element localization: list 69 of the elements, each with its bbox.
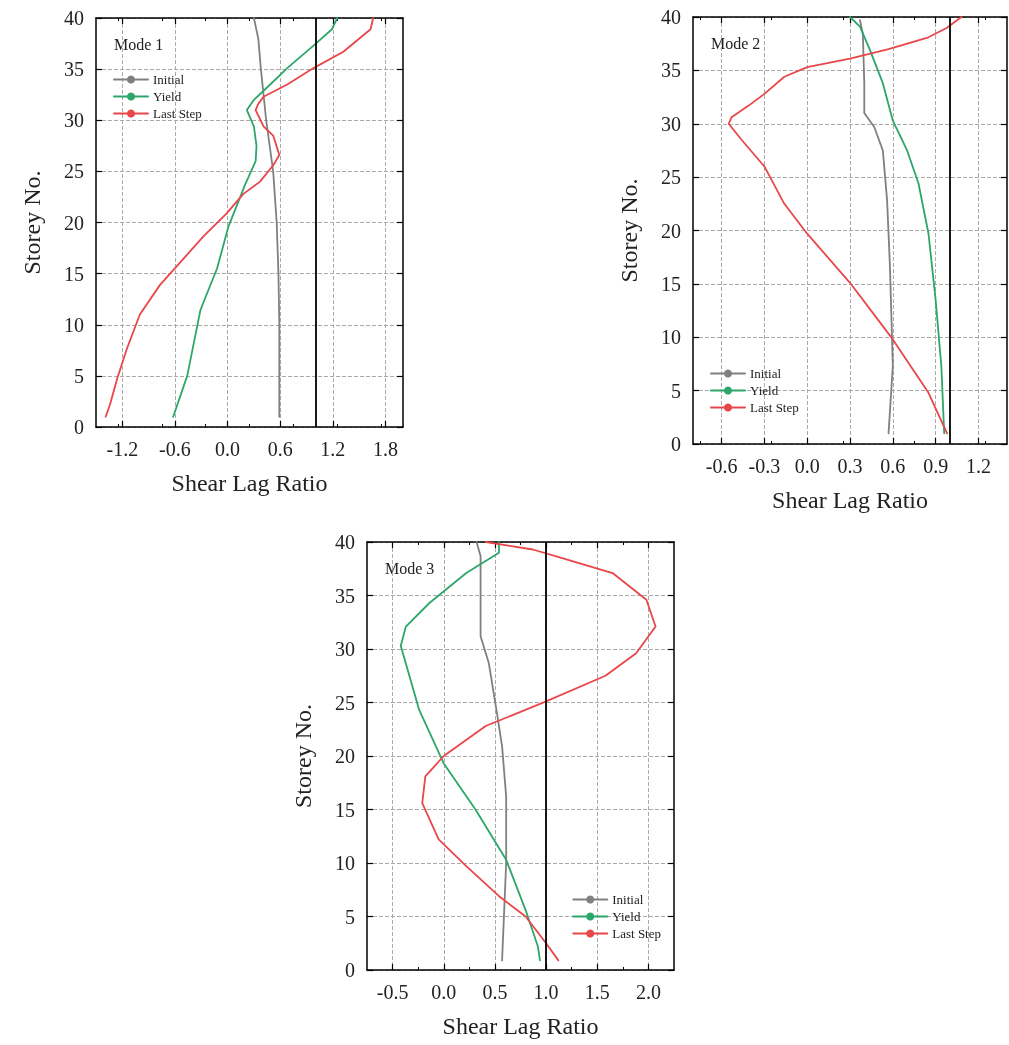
- y-tick-label: 20: [335, 745, 355, 767]
- x-tick-label: 0.9: [923, 455, 949, 477]
- x-tick-label: 0.0: [431, 981, 457, 1003]
- annotation: Mode 2: [711, 34, 761, 52]
- y-tick-label: 10: [335, 852, 355, 874]
- legend-label: Last Step: [612, 926, 662, 941]
- line-series: [849, 16, 946, 435]
- legend-label: Yield: [750, 383, 779, 398]
- y-axis-title: Storey No.: [290, 704, 316, 808]
- x-tick-label: 0.0: [215, 438, 241, 460]
- y-tick-label: 10: [64, 313, 84, 336]
- x-tick-label: 0.6: [880, 455, 906, 477]
- y-tick-label: 40: [335, 531, 355, 553]
- y-axis-title: Storey No.: [19, 170, 45, 275]
- x-tick-label: 1.5: [584, 981, 610, 1003]
- y-tick-label: 5: [345, 905, 355, 928]
- annotation: Mode 3: [385, 559, 435, 577]
- line-series: [859, 19, 894, 435]
- y-tick-label: 0: [671, 433, 681, 455]
- legend-label: Last Step: [750, 400, 799, 415]
- legend-label: Initial: [750, 366, 782, 381]
- y-axis-title: Storey No.: [616, 178, 642, 283]
- x-tick-label: -1.2: [106, 438, 139, 460]
- line-series: [104, 17, 375, 418]
- line-series: [252, 17, 281, 418]
- x-tick-label: 1.8: [372, 438, 398, 460]
- y-tick-label: 5: [74, 364, 84, 387]
- x-tick-label: -0.5: [376, 981, 409, 1003]
- x-tick-label: 0.5: [482, 981, 508, 1003]
- x-tick-label: 1.2: [965, 455, 991, 477]
- y-tick-label: 15: [335, 798, 355, 821]
- y-tick-label: 30: [64, 109, 84, 132]
- legend-label: Initial: [612, 892, 644, 907]
- legend-label: Initial: [153, 72, 185, 87]
- y-tick-label: 25: [661, 166, 681, 189]
- x-axis-title: Shear Lag Ratio: [171, 470, 328, 496]
- legend-label: Yield: [612, 909, 641, 924]
- y-tick-label: 30: [661, 112, 681, 135]
- x-axis-title: Shear Lag Ratio: [772, 487, 928, 513]
- y-tick-label: 15: [661, 272, 681, 295]
- y-tick-label: 30: [335, 638, 355, 660]
- x-tick-label: 0.3: [837, 455, 863, 477]
- x-tick-label: -0.6: [159, 438, 191, 460]
- y-tick-label: 0: [74, 416, 84, 438]
- y-tick-label: 20: [661, 219, 681, 242]
- x-tick-label: 0.6: [267, 438, 293, 460]
- legend-label: Yield: [153, 89, 182, 104]
- x-tick-label: 1.2: [320, 438, 346, 460]
- x-tick-label: 1.0: [533, 981, 559, 1003]
- y-tick-label: 35: [64, 58, 84, 81]
- y-tick-label: 15: [64, 262, 84, 285]
- y-tick-label: 40: [64, 7, 84, 29]
- y-tick-label: 10: [661, 326, 681, 349]
- line-series: [475, 541, 508, 962]
- y-tick-label: 5: [671, 379, 681, 402]
- x-tick-label: -0.3: [748, 455, 781, 477]
- legend-label: Last Step: [153, 106, 202, 121]
- y-tick-label: 25: [335, 691, 355, 714]
- y-tick-label: 35: [335, 584, 355, 607]
- x-tick-label: 0.0: [794, 455, 820, 477]
- y-tick-label: 20: [64, 211, 84, 234]
- annotation: Mode 1: [114, 35, 164, 53]
- y-tick-label: 25: [64, 160, 84, 183]
- x-axis-title: Shear Lag Ratio: [442, 1013, 599, 1039]
- x-tick-label: -0.6: [705, 455, 738, 477]
- y-tick-label: 0: [345, 959, 355, 981]
- y-tick-label: 35: [661, 59, 681, 82]
- x-tick-label: 2.0: [635, 981, 661, 1003]
- y-tick-label: 40: [661, 6, 681, 28]
